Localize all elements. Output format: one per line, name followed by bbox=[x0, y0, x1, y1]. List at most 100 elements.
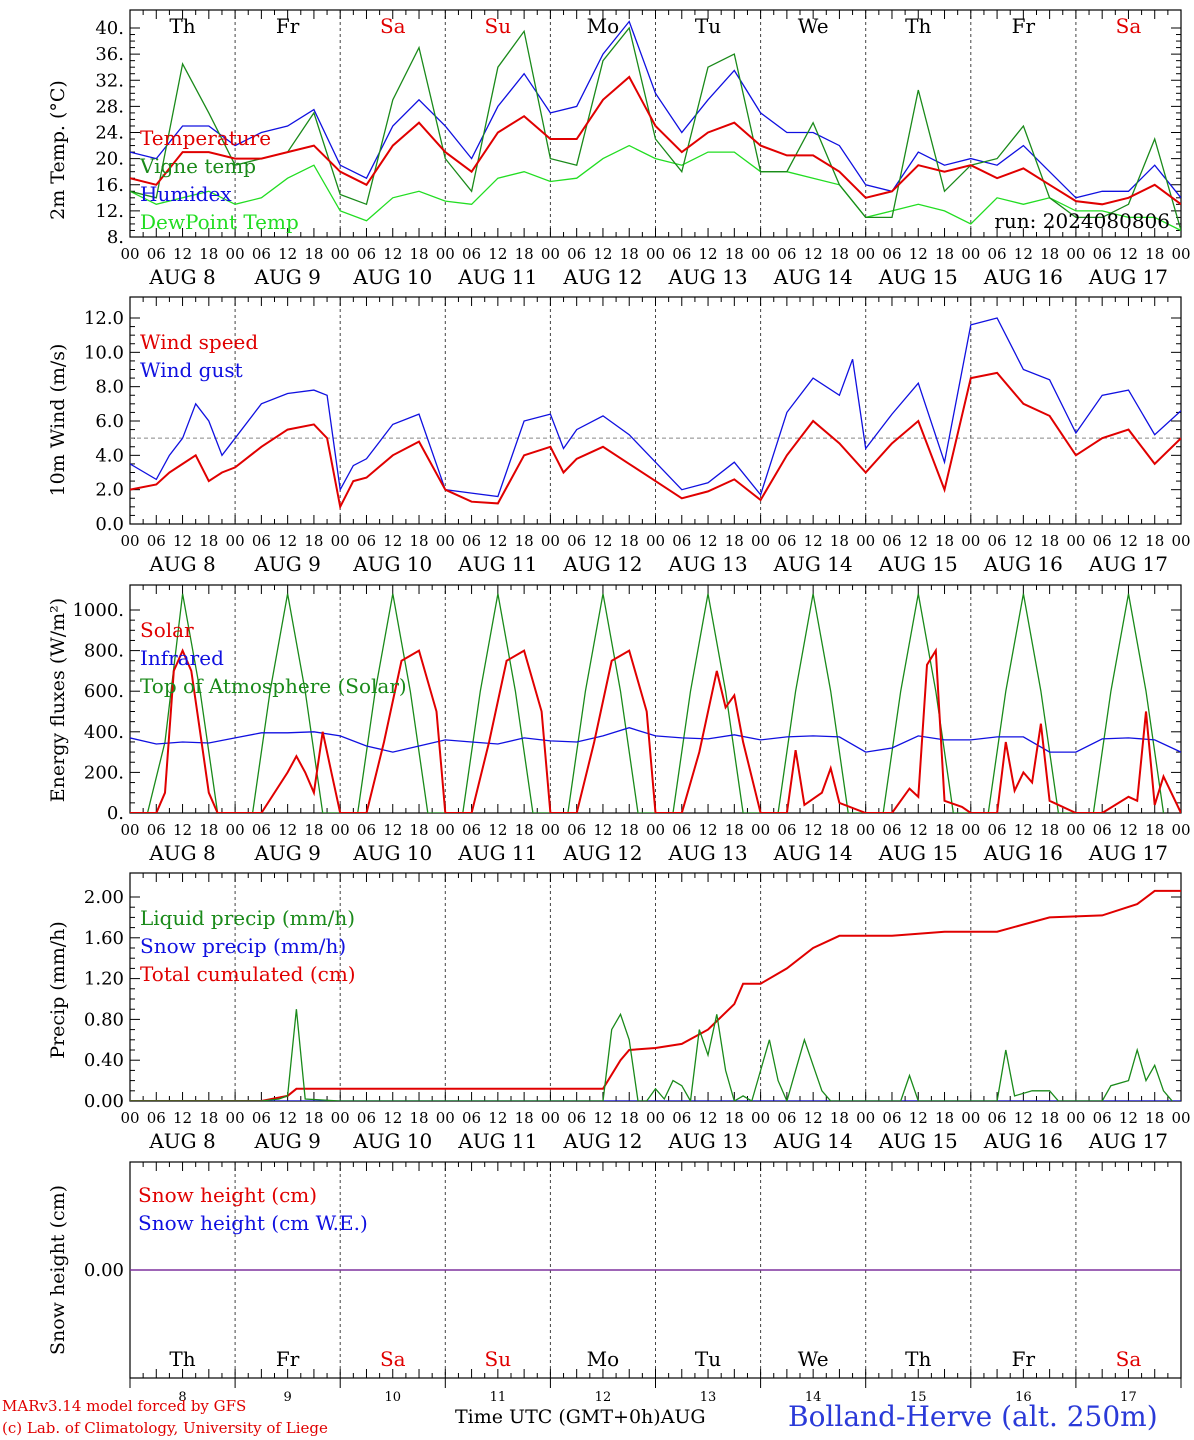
y-tick-label: 16. bbox=[95, 175, 124, 196]
series-line-top-of-atmosphere-solar- bbox=[146, 593, 1165, 813]
hour-tick-label: 12 bbox=[909, 821, 928, 839]
y-tick-label: 0.00 bbox=[84, 1091, 124, 1112]
hour-tick-label: 06 bbox=[462, 821, 481, 839]
y-tick-label: 8.0 bbox=[95, 377, 124, 398]
date-label: AUG 10 bbox=[352, 841, 432, 865]
hour-tick-label: 00 bbox=[856, 821, 875, 839]
weekday-label: Su bbox=[485, 14, 512, 38]
hour-tick-label: 00 bbox=[331, 1109, 350, 1127]
hour-tick-label: 00 bbox=[1171, 821, 1190, 839]
day-number: 12 bbox=[595, 1390, 612, 1405]
hour-tick-label: 12 bbox=[1014, 1109, 1033, 1127]
hour-tick-label: 18 bbox=[199, 821, 218, 839]
y-tick-label: 12. bbox=[95, 201, 124, 222]
hour-tick-label: 00 bbox=[226, 1109, 245, 1127]
legend-dewpoint-temp: DewPoint Temp bbox=[140, 210, 299, 234]
y-tick-label: 6.0 bbox=[95, 411, 124, 432]
hour-tick-label: 00 bbox=[331, 821, 350, 839]
weekday-label: Th bbox=[169, 14, 195, 38]
legend-top-of-atmosphere-solar-: Top of Atmosphere (Solar) bbox=[140, 674, 407, 698]
hour-tick-label: 18 bbox=[935, 532, 954, 550]
date-label: AUG 8 bbox=[148, 1129, 215, 1153]
series-line-solar bbox=[130, 647, 1181, 813]
hour-tick-label: 00 bbox=[331, 532, 350, 550]
legend-liquid-precip-mm-h-: Liquid precip (mm/h) bbox=[140, 906, 355, 930]
hour-tick-label: 12 bbox=[383, 245, 402, 263]
hour-tick-label: 06 bbox=[147, 821, 166, 839]
hour-tick-label: 12 bbox=[1014, 245, 1033, 263]
y-tick-label: 0.0 bbox=[95, 514, 124, 535]
hour-tick-label: 00 bbox=[1171, 245, 1190, 263]
date-label: AUG 15 bbox=[878, 1129, 958, 1153]
hour-tick-label: 06 bbox=[462, 245, 481, 263]
hour-tick-label: 12 bbox=[699, 245, 718, 263]
hour-tick-label: 18 bbox=[1040, 821, 1059, 839]
hour-tick-label: 00 bbox=[1066, 1109, 1085, 1127]
hour-tick-label: 06 bbox=[357, 245, 376, 263]
hour-tick-label: 06 bbox=[567, 532, 586, 550]
hour-tick-label: 06 bbox=[882, 821, 901, 839]
hour-tick-label: 00 bbox=[541, 1109, 560, 1127]
y-tick-label: 1000. bbox=[72, 600, 124, 621]
series-line-liquid-precip-mm-h- bbox=[130, 1009, 1173, 1101]
hour-tick-label: 12 bbox=[1014, 821, 1033, 839]
y-tick-label: 800. bbox=[84, 641, 124, 662]
hour-tick-label: 12 bbox=[278, 1109, 297, 1127]
date-label: AUG 8 bbox=[148, 552, 215, 576]
day-number: 14 bbox=[805, 1390, 822, 1405]
hour-tick-label: 06 bbox=[1093, 821, 1112, 839]
hour-tick-label: 06 bbox=[777, 532, 796, 550]
hour-tick-label: 18 bbox=[1040, 1109, 1059, 1127]
legend-temperature: Temperature bbox=[140, 126, 271, 150]
weekday-label: Mo bbox=[587, 14, 620, 38]
date-label: AUG 12 bbox=[562, 1129, 642, 1153]
date-label: AUG 14 bbox=[773, 841, 853, 865]
y-tick-label: 1.60 bbox=[84, 928, 124, 949]
hour-tick-label: 06 bbox=[567, 821, 586, 839]
date-label: AUG 13 bbox=[668, 552, 748, 576]
hour-tick-label: 18 bbox=[304, 245, 323, 263]
hour-tick-label: 00 bbox=[436, 1109, 455, 1127]
lab-credit: (c) Lab. of Climatology, University of L… bbox=[2, 1419, 328, 1437]
hour-tick-label: 06 bbox=[357, 821, 376, 839]
hour-tick-label: 18 bbox=[409, 532, 428, 550]
hour-tick-label: 12 bbox=[278, 245, 297, 263]
hour-tick-label: 18 bbox=[935, 1109, 954, 1127]
hour-tick-label: 00 bbox=[961, 1109, 980, 1127]
hour-tick-label: 06 bbox=[777, 1109, 796, 1127]
hour-tick-label: 00 bbox=[226, 532, 245, 550]
hour-tick-label: 06 bbox=[777, 821, 796, 839]
weekday-label: Tu bbox=[695, 14, 721, 38]
y-tick-label: 40. bbox=[95, 18, 124, 39]
date-label: AUG 17 bbox=[1088, 265, 1168, 289]
hour-tick-label: 00 bbox=[226, 821, 245, 839]
hour-tick-label: 06 bbox=[462, 1109, 481, 1127]
legend-wind-speed: Wind speed bbox=[140, 330, 258, 354]
hour-tick-label: 06 bbox=[252, 1109, 271, 1127]
hour-tick-label: 18 bbox=[515, 1109, 534, 1127]
date-label: AUG 9 bbox=[253, 841, 320, 865]
hour-tick-label: 00 bbox=[646, 245, 665, 263]
hour-tick-label: 18 bbox=[620, 821, 639, 839]
hour-tick-label: 18 bbox=[1040, 532, 1059, 550]
hour-tick-label: 18 bbox=[725, 245, 744, 263]
hour-tick-label: 06 bbox=[252, 532, 271, 550]
hour-tick-label: 12 bbox=[909, 532, 928, 550]
hour-tick-label: 06 bbox=[672, 1109, 691, 1127]
y-tick-label: 0.00 bbox=[84, 1260, 124, 1281]
hour-tick-label: 00 bbox=[436, 532, 455, 550]
hour-tick-label: 06 bbox=[882, 1109, 901, 1127]
day-number: 13 bbox=[700, 1390, 717, 1405]
hour-tick-label: 18 bbox=[304, 532, 323, 550]
hour-tick-label: 18 bbox=[620, 1109, 639, 1127]
y-tick-label: 4.0 bbox=[95, 445, 124, 466]
hour-tick-label: 18 bbox=[199, 245, 218, 263]
hour-tick-label: 06 bbox=[147, 1109, 166, 1127]
weekday-label-bottom: Tu bbox=[695, 1347, 721, 1371]
hour-tick-label: 18 bbox=[304, 1109, 323, 1127]
date-label: AUG 16 bbox=[983, 1129, 1063, 1153]
weekday-label: Fr bbox=[1012, 14, 1036, 38]
hour-tick-label: 18 bbox=[199, 532, 218, 550]
date-label: AUG 16 bbox=[983, 552, 1063, 576]
